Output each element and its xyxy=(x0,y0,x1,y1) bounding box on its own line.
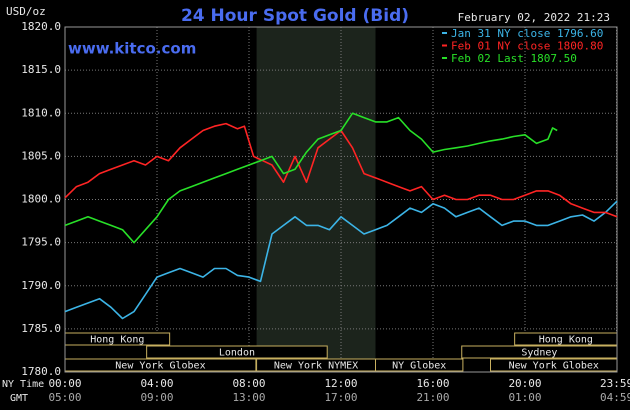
y-tick-label: 1785.0 xyxy=(21,322,61,335)
y-tick-label: 1790.0 xyxy=(21,279,61,292)
legend-swatch xyxy=(442,44,447,47)
y-tick-label: 1795.0 xyxy=(21,236,61,249)
legend-label: Feb 01 NY close 1800.80 xyxy=(451,40,603,53)
session-label: New York Globex xyxy=(509,361,599,372)
watermark: www.kitco.com xyxy=(68,40,196,58)
y-tick-label: 1780.0 xyxy=(21,365,61,378)
x-tick-label: 23:59 xyxy=(600,377,630,390)
session-label: New York NYMEX xyxy=(274,361,358,372)
session-bar xyxy=(375,358,464,372)
y-axis-label: USD/oz xyxy=(6,5,46,18)
x-tick-label-gmt: 01:00 xyxy=(508,391,541,404)
x-tick-label-gmt: 09:00 xyxy=(140,391,173,404)
x-tick-label: 00:00 xyxy=(48,377,81,390)
session-label: Sydney xyxy=(521,348,557,359)
session-label: NY Globex xyxy=(392,361,446,372)
y-tick-label: 1800.0 xyxy=(21,193,61,206)
y-tick-label: 1810.0 xyxy=(21,106,61,119)
session-label: New York Globex xyxy=(115,361,205,372)
chart-title: 24 Hour Spot Gold (Bid) xyxy=(181,6,409,26)
y-tick-label: 1815.0 xyxy=(21,63,61,76)
session-label: Hong Kong xyxy=(539,335,593,346)
series-line xyxy=(64,122,618,218)
x-row-label: NY Time xyxy=(2,379,44,390)
session-label: Hong Kong xyxy=(90,335,144,346)
x-tick-label-gmt: 17:00 xyxy=(324,391,357,404)
x-tick-label-gmt: 05:00 xyxy=(48,391,81,404)
legend-label: Feb 02 Last 1807.50 xyxy=(451,52,577,65)
legend-swatch xyxy=(442,32,447,34)
legend-label: Jan 31 NY close 1796.60 xyxy=(451,27,603,40)
x-tick-label: 04:00 xyxy=(140,377,173,390)
x-tick-label: 20:00 xyxy=(508,377,541,390)
x-tick-label-gmt: 21:00 xyxy=(416,391,449,404)
legend-swatch xyxy=(442,57,447,59)
y-tick-label: 1805.0 xyxy=(21,149,61,162)
plot-frame xyxy=(64,26,618,373)
timestamp: February 02, 2022 21:23 xyxy=(458,11,610,24)
series-line xyxy=(64,200,618,320)
x-tick-label: 16:00 xyxy=(416,377,449,390)
y-tick-label: 1820.0 xyxy=(21,20,61,33)
x-tick-label-gmt: 13:00 xyxy=(232,391,265,404)
x-tick-label-gmt: 04:59 xyxy=(600,391,630,404)
x-row-label: GMT xyxy=(10,393,28,404)
session-bar xyxy=(146,345,328,359)
session-label: London xyxy=(219,348,255,359)
session-shade xyxy=(256,27,376,372)
x-tick-label: 08:00 xyxy=(232,377,265,390)
series-line xyxy=(64,112,558,244)
x-tick-label: 12:00 xyxy=(324,377,357,390)
